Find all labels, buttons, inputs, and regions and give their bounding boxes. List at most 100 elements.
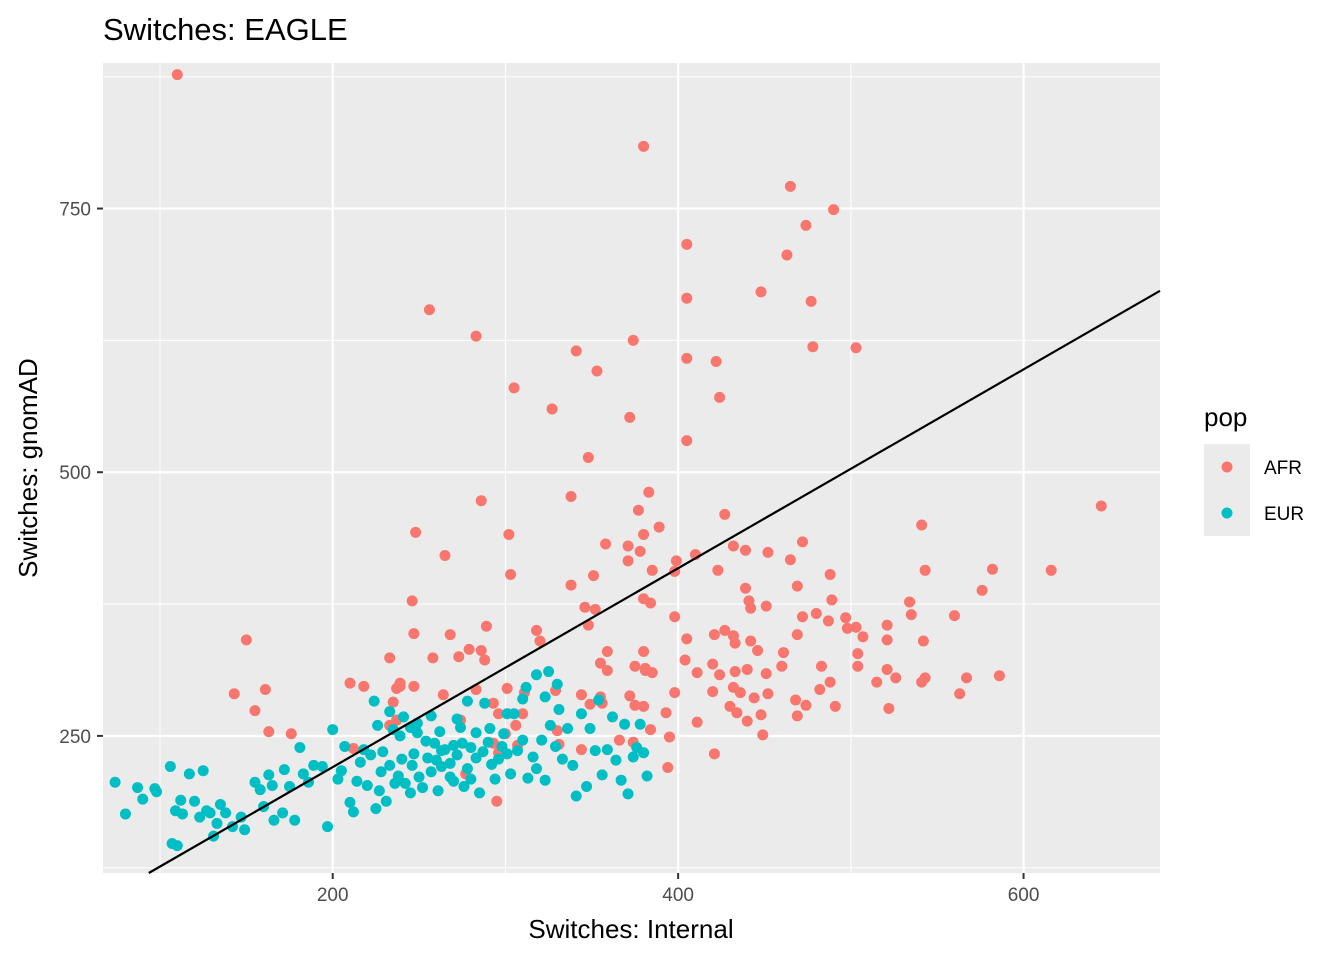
point-afr [638,700,650,712]
point-eur [589,745,601,757]
point-afr [739,582,751,594]
point-afr [410,526,422,538]
legend: pop AFR EUR [1204,402,1304,536]
point-afr [719,508,731,520]
point-afr [916,519,928,531]
point-afr [777,647,789,659]
point-eur [327,724,339,736]
point-eur [289,814,301,826]
point-afr [629,699,641,711]
point-afr [760,600,772,612]
point-afr [638,646,650,658]
point-afr [814,683,826,695]
point-eur [522,772,534,784]
point-afr [954,688,966,700]
point-afr [714,391,726,403]
point-eur [531,763,543,775]
point-afr [829,700,841,712]
point-eur [254,784,266,796]
point-eur [389,777,401,789]
point-afr [757,729,769,741]
point-afr [575,744,587,756]
point-afr [727,540,739,552]
point-afr [776,660,788,672]
point-afr [986,563,998,575]
point-afr [629,660,641,672]
point-afr [510,719,522,731]
point-afr [710,355,722,367]
point-eur [531,669,543,681]
point-eur [465,773,477,785]
point-eur [596,769,608,781]
point-eur [176,808,188,820]
point-eur [455,721,467,733]
point-afr [807,341,819,353]
point-eur [204,807,216,819]
point-afr [669,611,681,623]
point-afr [752,644,764,656]
point-eur [474,787,486,799]
point-afr [741,715,753,727]
point-eur [171,840,183,852]
point-eur [496,740,508,752]
point-afr [741,663,753,675]
point-afr [263,726,275,738]
point-afr [840,612,852,624]
point-afr [784,180,796,192]
point-eur [183,768,195,780]
point-afr [408,680,420,692]
point-eur [429,737,441,749]
point-afr [976,584,988,596]
point-eur [601,744,613,756]
point-afr [850,621,862,633]
point-eur [556,753,568,765]
point-eur [505,768,517,780]
point-eur [404,787,416,799]
point-afr [790,694,802,706]
point-afr [491,795,503,807]
point-afr [505,569,517,581]
point-eur [420,735,432,747]
point-eur [619,718,631,730]
point-afr [708,748,720,760]
point-afr [632,504,644,516]
y-tick-label: 250 [59,727,91,748]
point-afr [781,249,793,261]
point-afr [427,652,439,664]
point-eur [456,737,468,749]
point-eur [268,814,280,826]
point-afr [601,646,613,658]
point-eur [398,711,410,723]
point-eur [622,788,634,800]
point-afr [575,689,587,701]
point-afr [1045,564,1057,576]
point-afr [387,696,399,708]
point-afr [493,708,505,720]
point-eur [308,759,320,771]
point-eur [479,697,491,709]
point-afr [800,219,812,231]
point-eur [550,740,562,752]
point-eur [465,741,477,753]
point-afr [565,579,577,591]
point-afr [627,334,639,346]
point-afr [584,698,596,710]
point-afr [714,669,726,681]
point-afr [917,635,929,647]
point-afr [594,657,606,669]
point-eur [544,719,556,731]
legend-marker-eur [1221,507,1233,519]
point-afr [600,538,612,550]
point-eur [593,694,605,706]
point-eur [109,776,121,788]
point-afr [663,731,675,743]
point-afr [800,699,812,711]
point-afr [890,672,902,684]
point-afr [622,540,634,552]
point-afr [796,611,808,623]
point-afr [755,709,767,721]
point-eur [434,726,446,738]
y-tick-label: 750 [59,200,91,221]
point-eur [214,798,226,810]
point-eur [368,695,380,707]
